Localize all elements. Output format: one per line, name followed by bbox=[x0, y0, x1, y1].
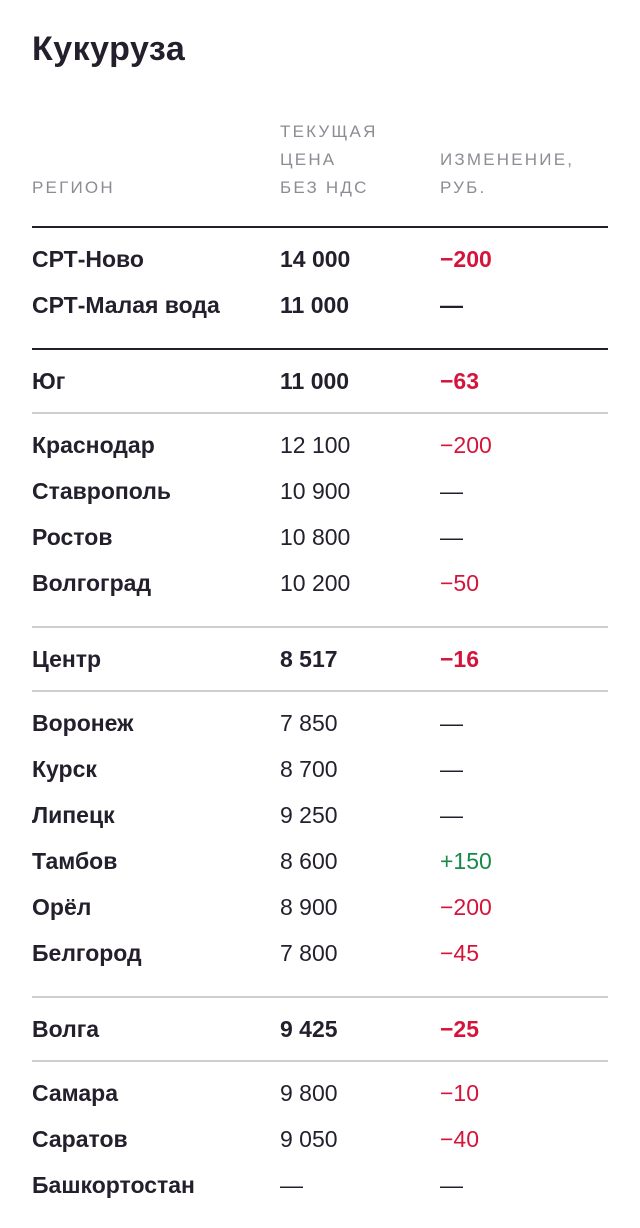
row-group: Самара 9 800 −10 Саратов 9 050 −40 Башкортоста… bbox=[32, 1062, 608, 1228]
price-value: 8 600 bbox=[280, 848, 338, 874]
change-value: −200 bbox=[440, 894, 492, 920]
table-row: Тамбов 8 600 +150 bbox=[32, 844, 608, 890]
table-row: Юг 11 000 −63 bbox=[32, 364, 608, 398]
table-row: Саратов 9 050 −40 bbox=[32, 1122, 608, 1168]
change-value: −45 bbox=[440, 940, 480, 966]
region-name: Юг bbox=[32, 368, 66, 394]
table-header: РЕГИОН ТЕКУЩАЯ ЦЕНА БЕЗ НДС ИЗМЕНЕНИЕ, Р… bbox=[32, 118, 608, 228]
region-name: Орёл bbox=[32, 894, 92, 920]
price-value: 7 800 bbox=[280, 940, 338, 966]
change-value: +150 bbox=[440, 848, 492, 874]
price-value: 10 200 bbox=[280, 570, 351, 596]
region-name: Курск bbox=[32, 756, 97, 782]
table-row: Волга 9 425 −25 bbox=[32, 1012, 608, 1046]
price-value: 8 900 bbox=[280, 894, 338, 920]
change-value: — bbox=[440, 802, 463, 828]
table-row: Ставрополь 10 900 — bbox=[32, 474, 608, 520]
price-value: 9 425 bbox=[280, 1016, 338, 1042]
price-value: 12 100 bbox=[280, 432, 351, 458]
table-row: Ростов 10 800 — bbox=[32, 520, 608, 566]
price-value: 10 800 bbox=[280, 524, 351, 550]
table-row: Башкортостан — — bbox=[32, 1168, 608, 1214]
change-value: — bbox=[440, 478, 463, 504]
row-group: Центр 8 517 −16 bbox=[32, 628, 608, 692]
row-group: Краснодар 12 100 −200 Ставрополь 10 900— Рост… bbox=[32, 414, 608, 628]
change-value: −63 bbox=[440, 368, 480, 394]
region-name: Саратов bbox=[32, 1126, 128, 1152]
table-body: СРТ-Ново 14 000 −200 СРТ-Малая вода 11 000 — Ю… bbox=[32, 228, 608, 1228]
page-title: Кукуруза bbox=[32, 30, 186, 68]
region-name: Волга bbox=[32, 1016, 100, 1042]
region-name: Белгород bbox=[32, 940, 142, 966]
table-row: Курск 8 700 — bbox=[32, 752, 608, 798]
table-row: Орёл 8 900 −200 bbox=[32, 890, 608, 936]
region-name: Краснодар bbox=[32, 432, 155, 458]
column-header-price-line: БЕЗ НДС bbox=[280, 178, 369, 197]
row-group: Воронеж 7 850 — Курск 8 700 — Липецк 9 250 — Тамб… bbox=[32, 692, 608, 998]
column-header-change: ИЗМЕНЕНИЕ, РУБ. bbox=[440, 146, 608, 202]
change-value: −200 bbox=[440, 246, 492, 272]
table-row: Самара 9 800 −10 bbox=[32, 1076, 608, 1122]
column-header-price-line: ЦЕНА bbox=[280, 150, 337, 169]
row-group: СРТ-Ново 14 000 −200 СРТ-Малая вода 11 000 — bbox=[32, 228, 608, 350]
price-value: — bbox=[280, 1172, 303, 1198]
change-value: −50 bbox=[440, 570, 480, 596]
region-name: Ставрополь bbox=[32, 478, 172, 504]
price-value: 8 517 bbox=[280, 646, 338, 672]
region-name: Воронеж bbox=[32, 710, 134, 736]
region-name: Ростов bbox=[32, 524, 113, 550]
table-row: СРТ-Ново 14 000 −200 bbox=[32, 242, 608, 288]
column-header-change-line: РУБ. bbox=[440, 178, 487, 197]
table-row: Липецк 9 250 — bbox=[32, 798, 608, 844]
region-name: Башкортостан bbox=[32, 1172, 195, 1198]
region-name: Самара bbox=[32, 1080, 119, 1106]
change-value: −25 bbox=[440, 1016, 480, 1042]
region-name: СРТ-Малая вода bbox=[32, 292, 220, 318]
price-value: 11 000 bbox=[280, 292, 350, 318]
change-value: −40 bbox=[440, 1126, 480, 1152]
change-value: — bbox=[440, 1172, 463, 1198]
column-header-price: ТЕКУЩАЯ ЦЕНА БЕЗ НДС bbox=[280, 118, 430, 202]
price-value: 10 900 bbox=[280, 478, 351, 504]
column-header-region: РЕГИОН bbox=[32, 178, 115, 197]
change-value: — bbox=[440, 524, 463, 550]
region-name: Центр bbox=[32, 646, 102, 672]
price-value: 9 800 bbox=[280, 1080, 338, 1106]
table-row: Краснодар 12 100 −200 bbox=[32, 428, 608, 474]
region-name: Липецк bbox=[32, 802, 115, 828]
price-value: 8 700 bbox=[280, 756, 338, 782]
region-name: Тамбов bbox=[32, 848, 118, 874]
row-group: Волга 9 425 −25 bbox=[32, 998, 608, 1062]
price-value: 11 000 bbox=[280, 368, 350, 394]
table-row: Центр 8 517 −16 bbox=[32, 642, 608, 676]
change-value: — bbox=[440, 756, 463, 782]
region-name: Волгоград bbox=[32, 570, 152, 596]
change-value: −200 bbox=[440, 432, 492, 458]
price-value: 9 250 bbox=[280, 802, 338, 828]
change-value: — bbox=[440, 710, 463, 736]
column-header-change-line: ИЗМЕНЕНИЕ, bbox=[440, 150, 575, 169]
table-row: СРТ-Малая вода 11 000 — bbox=[32, 288, 608, 334]
change-value: −10 bbox=[440, 1080, 480, 1106]
price-value: 7 850 bbox=[280, 710, 338, 736]
price-value: 14 000 bbox=[280, 246, 351, 272]
price-value: 9 050 bbox=[280, 1126, 338, 1152]
change-value: — bbox=[440, 292, 463, 318]
change-value: −16 bbox=[440, 646, 480, 672]
region-name: СРТ-Ново bbox=[32, 246, 144, 272]
row-group: Юг 11 000 −63 bbox=[32, 350, 608, 414]
column-header-price-line: ТЕКУЩАЯ bbox=[280, 122, 378, 141]
table-row: Волгоград 10 200 −50 bbox=[32, 566, 608, 612]
table-row: Белгород 7 800 −45 bbox=[32, 936, 608, 982]
table-row: Воронеж 7 850 — bbox=[32, 706, 608, 752]
